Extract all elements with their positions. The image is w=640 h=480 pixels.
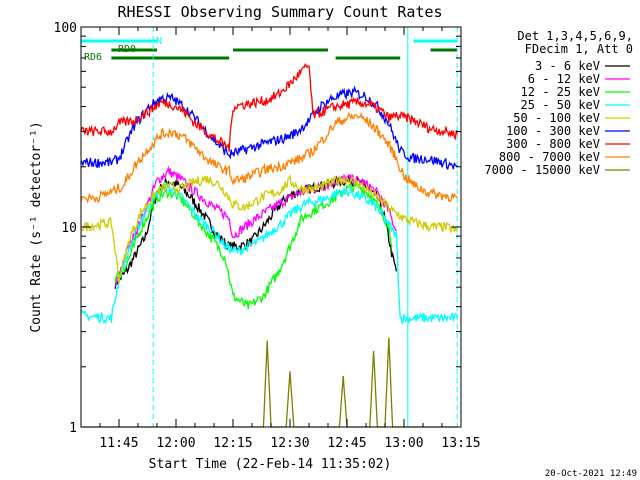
legend-header-line-1: Det 1,3,4,5,6,9, — [517, 29, 633, 43]
chart-title: RHESSI Observing Summary Count Rates — [117, 3, 442, 21]
y-tick-label-3: 100 — [54, 21, 77, 36]
legend-label-9: 7000 - 15000 keV — [484, 163, 600, 177]
legend: Det 1,3,4,5,6,9, FDecim 1, Att 0 3 - 6 k… — [484, 29, 633, 177]
series-line-8 — [80, 111, 458, 204]
series-line-5 — [80, 174, 458, 284]
y-tick-label-1: 1 — [69, 421, 77, 436]
flag-label-rd6: RD6 — [84, 52, 102, 63]
flag-label-rd0: RD0 — [118, 44, 136, 55]
legend-label-2: 6 - 12 keV — [528, 72, 600, 86]
series-line-9 — [81, 337, 458, 428]
legend-label-7: 300 - 800 keV — [506, 137, 600, 151]
legend-label-5: 50 - 100 keV — [513, 111, 600, 125]
legend-label-6: 100 - 300 keV — [506, 124, 600, 138]
x-axis-ticks: 11:45 12:00 12:15 12:30 12:45 13:00 13:15 — [80, 27, 481, 451]
series-lines — [80, 62, 458, 428]
x-tick-label-6: 13:00 — [384, 436, 423, 451]
y-axis-label: Count Rate (s⁻¹ detector⁻¹) — [29, 121, 44, 332]
x-axis-label: Start Time (22-Feb-14 11:35:02) — [149, 457, 392, 472]
x-tick-label-3: 12:15 — [213, 436, 252, 451]
series-line-2 — [114, 165, 397, 288]
y-tick-label-2: 10 — [61, 221, 77, 236]
generated-timestamp: 20-Oct-2021 12:49 — [545, 469, 637, 479]
event-lines — [152, 27, 458, 427]
series-line-4 — [80, 181, 458, 325]
x-tick-label-7: 13:15 — [441, 436, 480, 451]
x-tick-label-5: 12:45 — [327, 436, 366, 451]
legend-label-8: 800 - 7000 keV — [499, 150, 600, 164]
x-tick-label-1: 11:45 — [99, 436, 138, 451]
flag-label-n: N — [156, 36, 162, 47]
series-line-7 — [80, 62, 458, 152]
legend-label-3: 12 - 25 keV — [521, 85, 600, 99]
legend-label-1: 3 - 6 keV — [535, 59, 600, 73]
flag-bars: N RD0 RD6 — [81, 36, 458, 63]
x-tick-label-4: 12:30 — [270, 436, 309, 451]
x-tick-label-2: 12:00 — [156, 436, 195, 451]
legend-header-line-2: FDecim 1, Att 0 — [525, 42, 633, 56]
legend-label-4: 25 - 50 keV — [521, 98, 600, 112]
y-axis-ticks: 1 10 100 — [54, 21, 461, 436]
